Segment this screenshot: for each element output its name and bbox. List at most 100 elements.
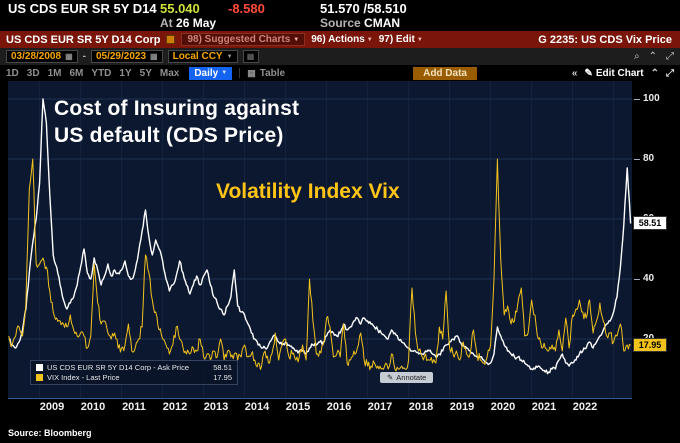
annotate-label: Annotate [396, 373, 427, 382]
x-axis-year-label: 2019 [449, 401, 475, 413]
x-axis-year-label: 2009 [39, 401, 65, 413]
chart-plot [8, 81, 632, 399]
x-axis-year-label: 2020 [490, 401, 516, 413]
table-button[interactable]: ▦ Table [247, 68, 285, 79]
y-axis-label: 40 [634, 273, 654, 285]
chevron-down-icon: ▼ [221, 70, 228, 76]
x-axis-year-label: 2022 [572, 401, 598, 413]
edit-chart-label: Edit Chart [595, 67, 644, 79]
period-1d[interactable]: 1D [6, 67, 19, 79]
period-3d[interactable]: 3D [26, 67, 40, 79]
legend-item-vix[interactable]: VIX Index - Last Price 17.95 [36, 373, 232, 382]
quote-time: At 26 May [160, 16, 320, 30]
cds-annotation: Cost of Insuring against US default (CDS… [54, 95, 299, 149]
caret-up-icon[interactable]: ⌃ [650, 67, 659, 79]
function-title: G 2235: US CDS Vix Price [538, 33, 672, 46]
legend-value-vix: 17.95 [213, 373, 232, 382]
x-axis-year-label: 2010 [80, 401, 106, 413]
x-axis-year-label: 2012 [162, 401, 188, 413]
quote-time-value: 26 May [176, 16, 217, 30]
price-change: -8.580 [228, 1, 265, 16]
calendar-icon: ▦ [150, 52, 158, 61]
date-range-separator: - [82, 51, 86, 62]
period-6m[interactable]: 6M [69, 67, 84, 79]
actions-label: 96) Actions [311, 34, 365, 45]
date-to-value: 05/29/2023 [95, 51, 147, 62]
edit-label: 97) Edit [378, 34, 415, 45]
date-to-field[interactable]: 05/29/2023 ▦ [90, 50, 163, 63]
quote-header: US CDS EUR SR 5Y D14 55.040 -8.580 51.57… [0, 0, 680, 31]
bid-ask: 51.570 /58.510 [320, 1, 407, 16]
period-1m[interactable]: 1M [47, 67, 62, 79]
x-axis-year-label: 2013 [203, 401, 229, 413]
search-icon[interactable]: ⌕ [634, 51, 640, 62]
legend-label-cds: US CDS EUR SR 5Y D14 Corp - Ask Price [47, 363, 189, 372]
y-axis-label: 80 [634, 153, 654, 165]
calendar-icon: ▦ [65, 52, 73, 61]
cds-swatch [36, 364, 43, 371]
edit-menu[interactable]: 97) Edit ▼ [379, 34, 423, 45]
period-1y[interactable]: 1Y [119, 67, 132, 79]
y-axis-label: 100 [634, 93, 660, 105]
y-axis: 58.51 17.95 20406080100 [632, 81, 680, 399]
quote-row-1: US CDS EUR SR 5Y D14 55.040 -8.580 51.57… [8, 2, 672, 16]
suggested-charts-button[interactable]: 98) Suggested Charts ▼ [181, 33, 306, 46]
expand-icon[interactable]: ⤢ [666, 51, 674, 62]
x-axis-year-label: 2011 [122, 401, 146, 413]
chart-area: Cost of Insuring against US default (CDS… [0, 81, 680, 399]
chart-toolbar: 03/28/2008 ▦ - 05/29/2023 ▦ Local CCY ▼ ▦ ⌕… [0, 48, 680, 65]
x-axis-year-label: 2016 [326, 401, 352, 413]
date-from-value: 03/28/2008 [11, 51, 62, 62]
currency-value: Local CCY [172, 51, 223, 62]
period-max[interactable]: Max [159, 67, 180, 79]
last-price: 55.040 [160, 1, 200, 16]
caret-up-icon[interactable]: ⌃ [648, 51, 657, 62]
divider [239, 68, 241, 78]
cds-annotation-line1: Cost of Insuring against [54, 97, 300, 120]
quote-source: Source CMAN [320, 16, 400, 30]
study-field[interactable]: ▦ [242, 50, 259, 63]
chart-legend[interactable]: US CDS EUR SR 5Y D14 Corp - Ask Price 58… [30, 360, 238, 385]
expand-icon[interactable]: ⤢ [666, 67, 674, 79]
vix-swatch [36, 374, 43, 381]
add-data-field[interactable]: Add Data [413, 66, 477, 80]
cds-price-badge: 58.51 [633, 216, 667, 230]
chart-canvas[interactable]: Cost of Insuring against US default (CDS… [8, 81, 632, 399]
table-icon: ▦ [247, 67, 256, 78]
pencil-icon: ✎ [584, 67, 593, 79]
legend-label-vix: VIX Index - Last Price [47, 373, 120, 382]
period-ytd[interactable]: YTD [91, 67, 112, 79]
quote-row-2: At 26 May Source CMAN [8, 16, 672, 30]
actions-menu[interactable]: 96) Actions ▼ [311, 34, 372, 45]
vix-price-badge: 17.95 [633, 338, 667, 352]
period-bar: 1D 3D 1M 6M YTD 1Y 5Y Max Daily ▼ ▦ Table Add Dat… [0, 65, 680, 81]
currency-select[interactable]: Local CCY ▼ [167, 50, 238, 63]
spacer [8, 16, 160, 30]
toolbar-icons: ⌕ ⌃ ⤢ [634, 51, 674, 62]
at-label: At [160, 16, 173, 30]
legend-item-cds[interactable]: US CDS EUR SR 5Y D14 Corp - Ask Price 58… [36, 363, 232, 372]
suggested-charts-label: 98) Suggested Charts [187, 34, 291, 45]
collapse-left-icon[interactable]: « [571, 67, 578, 79]
chevron-down-icon: ▼ [226, 53, 233, 60]
x-axis-year-label: 2018 [408, 401, 434, 413]
edit-chart-button[interactable]: ✎ Edit Chart [584, 68, 643, 79]
period-buttons: 1D 3D 1M 6M YTD 1Y 5Y Max [6, 68, 179, 79]
x-axis-year-label: 2015 [285, 401, 311, 413]
date-from-field[interactable]: 03/28/2008 ▦ [6, 50, 78, 63]
source-value: CMAN [364, 16, 401, 30]
x-axis-year-label: 2017 [367, 401, 393, 413]
annotate-button[interactable]: ✎ Annotate [380, 372, 434, 383]
amber-key-tag[interactable] [166, 35, 176, 44]
chart-control-icons: « ✎ Edit Chart ⌃ ⤢ [572, 68, 674, 79]
period-5y[interactable]: 5Y [139, 67, 152, 79]
annotate-pencil-icon: ✎ [387, 373, 394, 382]
frequency-value: Daily [194, 67, 219, 79]
chart-footer: Source: Bloomberg [0, 416, 680, 443]
security-field[interactable]: US CDS EUR SR 5Y D14 Corp [6, 33, 161, 46]
grid-icon: ▦ [246, 52, 255, 61]
cds-annotation-line2: US default (CDS Price) [54, 124, 284, 147]
frequency-select[interactable]: Daily ▼ [189, 66, 233, 80]
security-ticker: US CDS EUR SR 5Y D14 [8, 1, 157, 16]
